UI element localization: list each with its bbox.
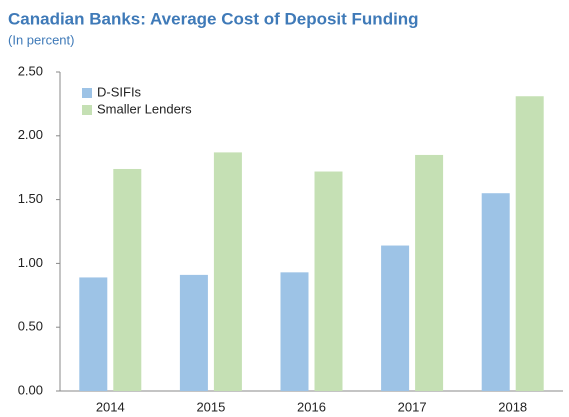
bar	[481, 193, 510, 391]
x-tick-label: 2015	[196, 399, 225, 414]
y-tick-label: 0.00	[18, 382, 43, 397]
bar	[113, 168, 142, 391]
legend-swatch	[82, 105, 92, 115]
legend-swatch	[82, 88, 92, 98]
chart-title: Canadian Banks: Average Cost of Deposit …	[8, 9, 419, 28]
bar	[381, 245, 410, 391]
y-tick-label: 2.00	[18, 127, 43, 142]
x-tick-label: 2016	[297, 399, 326, 414]
bar	[515, 96, 544, 391]
legend-label: Smaller Lenders	[97, 101, 192, 116]
y-tick-label: 1.00	[18, 255, 43, 270]
bar	[280, 272, 309, 391]
bar	[314, 171, 343, 391]
bar	[79, 277, 108, 391]
bar	[415, 154, 444, 391]
x-tick-label: 2018	[498, 399, 527, 414]
y-tick-label: 1.50	[18, 191, 43, 206]
legend-label: D-SIFIs	[97, 84, 142, 99]
y-tick-label: 0.50	[18, 319, 43, 334]
x-tick-label: 2017	[398, 399, 427, 414]
x-tick-label: 2014	[96, 399, 125, 414]
bar	[213, 152, 242, 391]
chart-subtitle: (In percent)	[8, 32, 74, 47]
bar	[179, 274, 208, 391]
y-tick-label: 2.50	[18, 63, 43, 78]
